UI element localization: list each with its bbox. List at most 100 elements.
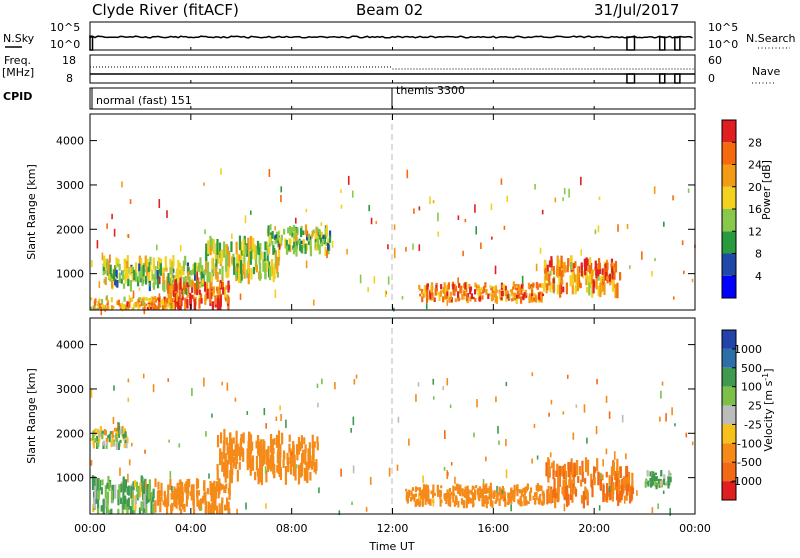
data-cell: [110, 508, 113, 514]
power-ylabel: Slant Range [km]: [25, 164, 38, 260]
data-cell: [184, 255, 187, 266]
data-cell: [331, 240, 334, 248]
data-cell: [280, 234, 283, 241]
data-cell: [471, 492, 474, 501]
data-cell: [247, 237, 250, 250]
data-cell: [305, 208, 308, 213]
data-cell: [234, 461, 238, 470]
data-cell: [104, 485, 107, 499]
data-cell: [149, 306, 153, 310]
data-cell: [499, 494, 502, 501]
data-cell: [592, 279, 595, 294]
data-cell: [498, 293, 502, 300]
data-cell: [433, 297, 436, 302]
data-cell: [368, 204, 370, 212]
data-cell: [513, 484, 516, 494]
data-cell: [292, 245, 295, 250]
data-cell: [581, 471, 584, 482]
data-cell: [533, 297, 536, 302]
data-cell: [414, 500, 417, 508]
data-cell: [133, 480, 137, 487]
data-cell: [477, 291, 480, 296]
data-cell: [123, 258, 126, 272]
data-cell: [610, 263, 613, 268]
freq-panel: Freq. [MHz] 18 8 60 0 Nave: [2, 54, 780, 85]
data-cell: [359, 274, 362, 284]
data-cell: [513, 493, 516, 502]
data-cell: [529, 487, 533, 493]
data-cell: [312, 299, 315, 306]
data-cell: [454, 476, 456, 484]
data-cell: [413, 494, 416, 502]
colorbar-label: 100: [741, 381, 762, 394]
data-cell: [130, 266, 133, 273]
data-cell: [602, 489, 605, 503]
data-cell: [231, 468, 234, 475]
data-cell: [200, 293, 203, 299]
data-cell: [494, 291, 497, 299]
data-cell: [387, 276, 390, 285]
data-cell: [426, 485, 430, 489]
data-cell: [108, 274, 111, 279]
data-cell: [111, 213, 113, 220]
data-cell: [131, 270, 134, 282]
data-cell: [277, 448, 280, 459]
data-cell: [124, 305, 127, 308]
data-cell: [611, 481, 615, 493]
data-cell: [651, 475, 654, 481]
data-cell: [445, 296, 448, 299]
data-cell: [90, 389, 93, 398]
data-cell: [626, 223, 629, 230]
data-cell: [216, 435, 220, 448]
data-cell: [152, 499, 155, 507]
data-cell: [473, 494, 477, 501]
data-cell: [124, 271, 127, 284]
data-cell: [308, 442, 311, 457]
data-cell: [660, 480, 663, 485]
data-cell: [230, 241, 233, 252]
data-cell: [502, 487, 505, 492]
data-cell: [662, 478, 666, 485]
data-cell: [177, 266, 180, 274]
data-cell: [583, 404, 586, 413]
data-cell: [458, 282, 461, 288]
data-cell: [602, 459, 604, 467]
data-cell: [549, 452, 552, 458]
data-cell: [154, 478, 157, 488]
data-cell: [591, 269, 594, 284]
data-cell: [185, 485, 188, 495]
freq-tick-bottom: 8: [66, 72, 73, 85]
data-cell: [111, 280, 114, 289]
data-cell: [132, 290, 135, 299]
data-cell: [433, 492, 436, 496]
data-cell: [425, 490, 429, 494]
data-cell: [577, 266, 580, 278]
data-cell: [602, 274, 605, 283]
data-cell: [528, 295, 531, 304]
data-cell: [455, 497, 458, 502]
data-cell: [274, 289, 277, 299]
data-cell: [460, 498, 464, 505]
data-cell: [459, 484, 462, 492]
data-cell: [691, 278, 694, 283]
data-cell: [185, 288, 188, 295]
data-cell: [225, 285, 228, 290]
data-cell: [236, 508, 238, 514]
data-cell: [597, 285, 600, 297]
data-cell: [470, 293, 474, 300]
data-cell: [452, 284, 455, 289]
data-cell: [300, 245, 303, 253]
data-cell: [126, 234, 129, 238]
nsearch-label: N.Search: [746, 32, 796, 45]
data-cell: [305, 260, 308, 269]
data-cell: [650, 480, 653, 487]
data-cell: [102, 307, 106, 310]
data-cell: [145, 296, 148, 301]
data-cell: [514, 292, 517, 299]
data-cell: [550, 256, 553, 268]
data-cell: [137, 306, 140, 310]
data-cell: [152, 504, 155, 514]
data-cell: [605, 448, 608, 455]
data-cell: [520, 284, 523, 289]
data-cell: [172, 295, 176, 301]
